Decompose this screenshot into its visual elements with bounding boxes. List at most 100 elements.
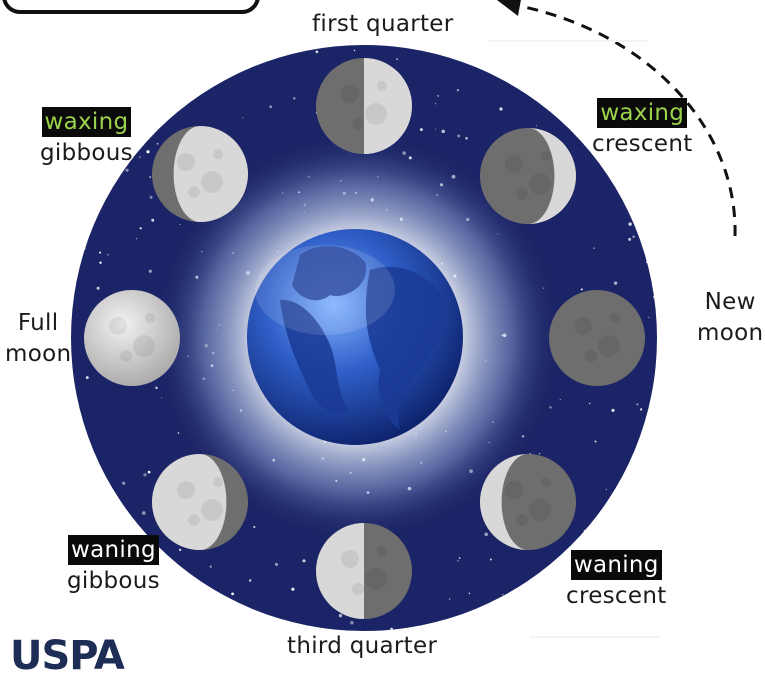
diagram-graphic [71,0,737,635]
star [589,402,591,405]
star [441,129,445,134]
moon-waning-crescent [480,454,576,550]
star [628,222,632,226]
star [151,218,155,222]
star [484,532,489,537]
star [106,253,109,256]
star [350,621,354,625]
star [489,558,492,561]
waning-crescent-highlight: waning [570,550,662,580]
star [111,175,113,177]
logo-text: USPA [10,633,125,679]
moon-new [549,290,645,386]
star [83,246,86,250]
star [434,128,437,130]
star [85,376,89,380]
star [269,105,273,109]
star [646,47,649,49]
star [155,386,158,390]
star [557,624,561,628]
new-moon-line1: New [704,289,756,315]
label-full-moon: Full moon [5,308,71,370]
star [264,60,266,62]
star [604,516,606,519]
star [172,72,176,77]
orbit-arrow [509,2,737,237]
star [643,212,645,215]
star [149,195,153,199]
star [629,45,632,48]
star [291,587,295,591]
moon-waxing-gibbous [152,126,248,222]
star [642,92,646,96]
star [457,559,459,562]
star [77,189,79,191]
star [593,247,595,250]
star [419,128,423,132]
star [603,159,608,164]
star [231,592,234,596]
star [485,52,487,55]
star [611,408,615,413]
star [243,634,244,635]
star [580,288,583,291]
star [613,281,618,285]
star [143,473,147,477]
star [559,398,561,401]
star [75,244,79,248]
star [274,54,277,57]
star [146,150,150,154]
star [149,175,152,179]
star [180,612,182,615]
star [338,613,343,618]
star [636,403,639,406]
label-first-quarter: first quarter [312,9,454,40]
star [166,45,171,49]
star [293,97,296,100]
star [80,244,83,247]
star [209,565,212,568]
star [211,603,213,606]
star [156,142,159,145]
earth [247,229,463,445]
star [468,592,471,595]
star [594,440,597,443]
star [499,107,503,111]
star [629,490,632,492]
page-corner-bottom [530,636,660,638]
moon-waxing-crescent [480,128,576,224]
star [102,195,105,198]
star [589,120,591,122]
first-quarter-text: first quarter [312,11,454,37]
star [464,45,466,48]
label-waning-crescent: waning crescent [566,550,667,612]
star [99,261,102,264]
star [456,89,460,92]
star [434,103,437,105]
star [628,237,632,241]
waxing-crescent-text: crescent [592,131,693,157]
star [122,481,126,485]
star [139,227,142,230]
star [396,58,399,61]
star [437,94,440,97]
moon-third-quarter [316,523,412,619]
star [135,237,138,240]
star [353,49,356,52]
moon-first-quarter [316,58,412,154]
star [248,579,252,582]
third-quarter-text: third quarter [287,633,438,659]
star [645,624,648,627]
moon-full [84,290,180,386]
star [535,58,539,61]
new-moon-line2: moon [697,320,764,346]
star [71,620,74,624]
star [71,384,75,388]
star [178,548,182,552]
star [125,168,129,172]
star [583,529,586,532]
full-moon-line1: Full [17,310,59,336]
orbit-arrow-head [497,0,521,16]
star [457,134,461,138]
